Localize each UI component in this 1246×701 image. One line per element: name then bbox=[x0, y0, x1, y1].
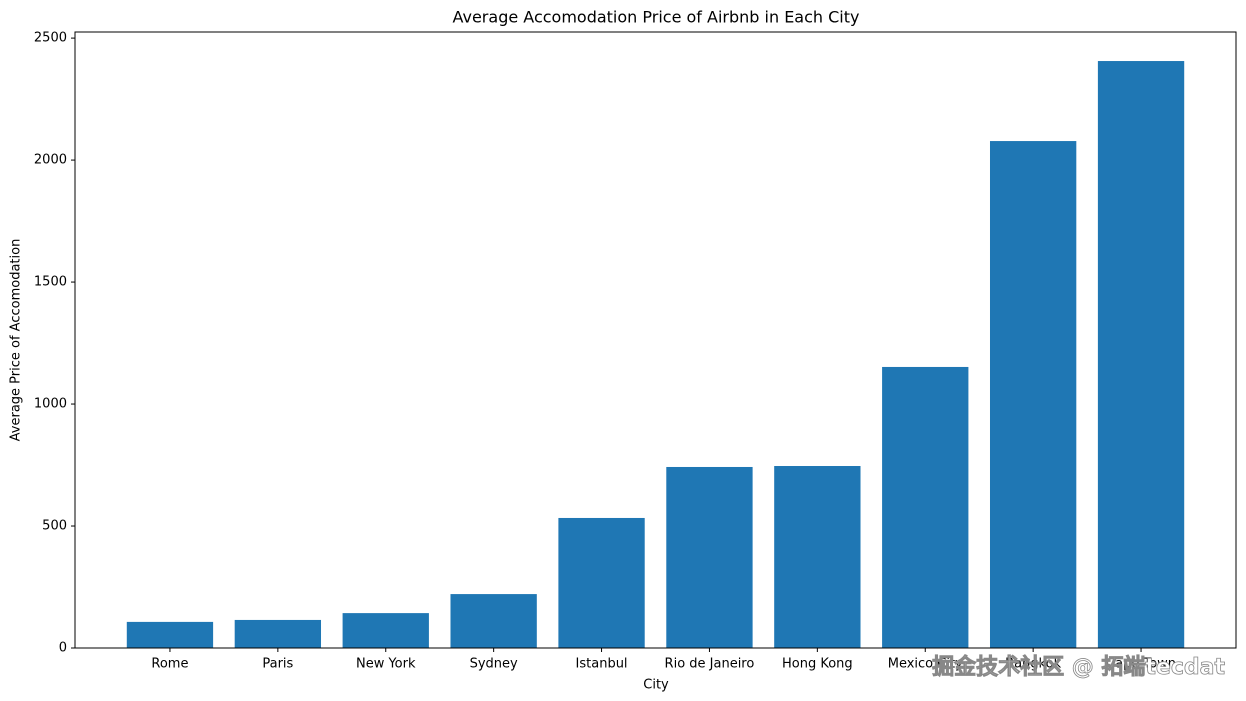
bar bbox=[882, 366, 969, 648]
y-tick-label: 0 bbox=[59, 641, 67, 656]
x-tick-label: Rio de Janeiro bbox=[665, 657, 755, 672]
x-tick-label: Hong Kong bbox=[782, 657, 853, 672]
x-tick-label: Sydney bbox=[470, 657, 518, 672]
y-tick-label: 1000 bbox=[34, 397, 67, 412]
y-axis-label: Average Price of Accomodation bbox=[9, 239, 24, 442]
bar bbox=[450, 594, 537, 648]
chart-title: Average Accomodation Price of Airbnb in … bbox=[452, 8, 859, 27]
y-tick-label: 1500 bbox=[34, 275, 67, 290]
x-tick-label: Istanbul bbox=[576, 657, 628, 672]
bar bbox=[342, 613, 429, 648]
bar bbox=[774, 466, 861, 648]
x-tick-label: New York bbox=[356, 657, 416, 672]
x-tick-label: Paris bbox=[262, 657, 293, 672]
x-tick-label: Rome bbox=[151, 657, 188, 672]
x-tick-label: Bangkok bbox=[1005, 657, 1061, 672]
bar bbox=[666, 466, 753, 648]
x-tick-label: Cape Town bbox=[1106, 657, 1176, 672]
bar bbox=[558, 517, 645, 648]
watermark: 掘金技术社区 @ 拓端tecdat bbox=[932, 654, 1225, 680]
bar bbox=[989, 141, 1077, 648]
x-tick-label: Mexico City bbox=[888, 657, 963, 672]
bar bbox=[126, 621, 214, 648]
bar bbox=[1097, 61, 1185, 648]
y-tick-label: 500 bbox=[42, 519, 67, 534]
bar bbox=[234, 619, 322, 648]
plot-frame bbox=[74, 31, 1237, 649]
y-tick-label: 2500 bbox=[34, 31, 67, 46]
y-tick-label: 2000 bbox=[34, 153, 67, 168]
x-axis-label: City bbox=[643, 678, 669, 693]
